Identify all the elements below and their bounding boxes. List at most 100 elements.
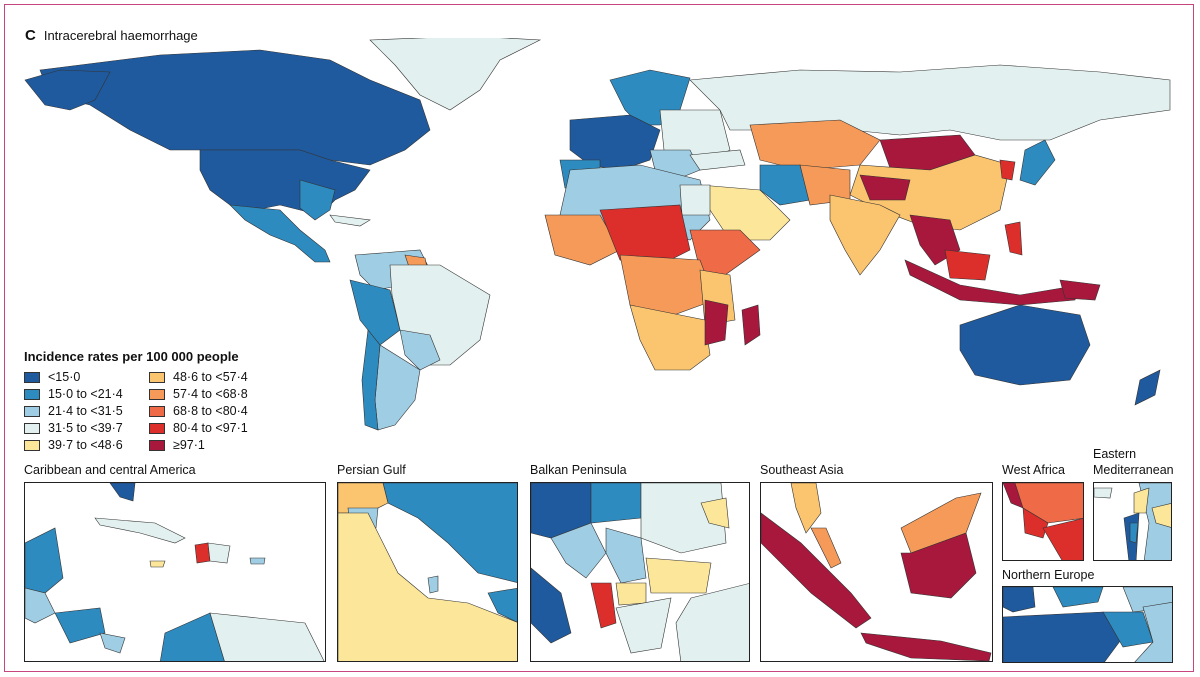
legend-swatch [24, 372, 40, 383]
inset-title-balkan: Balkan Peninsula [530, 463, 627, 477]
region-guatemala [25, 587, 56, 624]
region-oman [487, 588, 517, 623]
region-italy-south [531, 567, 572, 644]
inset-title-eastern-mediterranean: Eastern Mediterranean [1093, 447, 1174, 477]
region-lebanon [1133, 487, 1150, 514]
region-chile [361, 329, 381, 431]
region-dominican-republic [207, 542, 231, 564]
world-map [24, 38, 1171, 431]
region-puerto-rico [249, 557, 266, 565]
legend-swatch [149, 440, 165, 451]
region-iran [759, 164, 811, 206]
region-germany-netherlands [1003, 611, 1124, 662]
region-thailand [790, 483, 822, 534]
inset-title-west-africa: West Africa [1002, 463, 1065, 477]
region-indonesia [904, 259, 1081, 306]
inset-west-africa [1002, 482, 1084, 561]
region-costa-rica [99, 632, 126, 654]
region-madagascar [741, 304, 761, 346]
region-iran [382, 483, 517, 583]
inset-caribbean [24, 482, 326, 662]
inset-northern-europe [1002, 586, 1173, 663]
legend-label: 21·4 to <31·5 [48, 404, 123, 418]
legend: Incidence rates per 100 000 people <15·0… [24, 349, 248, 452]
region-greece [615, 597, 672, 654]
region-cyprus [1094, 487, 1113, 499]
region-guinea-bissau [1003, 483, 1024, 509]
region-macedonia [615, 582, 647, 606]
region-yucatan [25, 527, 64, 594]
region-sarawak-sabah [900, 492, 982, 554]
region-western-europe [569, 114, 661, 171]
region-australia [959, 304, 1091, 386]
inset-balkan-map [531, 483, 749, 661]
legend-label: ≥97·1 [173, 438, 205, 452]
region-peru [349, 279, 401, 346]
inset-eastern-mediterranean-map [1094, 483, 1171, 560]
region-new-zealand [1134, 369, 1161, 406]
legend-label: 68·8 to <80·4 [173, 404, 248, 418]
region-egypt [679, 184, 711, 216]
legend-swatch [24, 389, 40, 400]
region-india [829, 194, 901, 276]
inset-northern-europe-map [1003, 587, 1172, 662]
region-montenegro-albania [590, 582, 617, 629]
legend-label: 39·7 to <48·6 [48, 438, 123, 452]
legend-label: 15·0 to <21·4 [48, 387, 123, 401]
region-korea [999, 159, 1016, 181]
region-central-africa [619, 254, 716, 321]
region-alaska [24, 69, 111, 111]
legend-title: Incidence rates per 100 000 people [24, 349, 239, 364]
region-usa-southeast [299, 179, 336, 221]
inset-eastern-mediterranean [1093, 482, 1172, 561]
legend-swatch [149, 423, 165, 434]
region-canada [39, 49, 431, 166]
inset-southeast-asia [760, 482, 993, 662]
legend-label: 80·4 to <97·1 [173, 421, 248, 435]
panel-title: C Intracerebral haemorrhage [25, 27, 198, 44]
region-turkey [675, 583, 749, 661]
region-hungary [590, 483, 642, 524]
legend-swatch [149, 406, 165, 417]
legend-label: <15·0 [48, 370, 81, 384]
inset-balkan [530, 482, 750, 662]
region-philippines [1004, 221, 1023, 256]
region-cuba [94, 517, 186, 544]
inset-title-southeast-asia: Southeast Asia [760, 463, 844, 477]
region-moldova [700, 497, 730, 529]
legend-label: 31·5 to <39·7 [48, 421, 123, 435]
legend-swatch [149, 372, 165, 383]
region-belarus [1134, 602, 1172, 662]
region-qatar [427, 575, 439, 594]
region-mexico [229, 204, 331, 263]
region-colombia [160, 612, 225, 661]
region-cuba [329, 214, 371, 227]
region-palestine [1129, 522, 1139, 544]
region-liberia [1042, 518, 1083, 560]
legend-label: 57·4 to <68·8 [173, 387, 248, 401]
region-serbia [605, 527, 647, 584]
map-title: Intracerebral haemorrhage [43, 28, 198, 43]
region-denmark-sweden [1052, 587, 1104, 608]
region-bolivia-paraguay [399, 329, 441, 371]
legend-swatch [149, 389, 165, 400]
region-saudi-arabia [338, 512, 517, 661]
region-florida [109, 483, 136, 502]
inset-title-persian-gulf: Persian Gulf [337, 463, 406, 477]
legend-swatch [24, 440, 40, 451]
region-kalimantan [900, 532, 977, 599]
region-southern-africa [629, 304, 711, 371]
region-mozambique [704, 299, 729, 346]
region-romania [640, 483, 727, 554]
region-west-africa [544, 214, 621, 266]
region-papua [1059, 279, 1101, 301]
legend-swatch [24, 406, 40, 417]
legend-label: 48·6 to <57·4 [173, 370, 248, 384]
region-greenland [369, 38, 542, 111]
region-bulgaria [645, 557, 712, 594]
inset-persian-gulf-map [338, 483, 517, 661]
region-nicaragua-honduras [54, 607, 106, 644]
inset-title-northern-europe: Northern Europe [1002, 568, 1095, 582]
region-east-jordan [1151, 503, 1171, 528]
inset-caribbean-map [25, 483, 325, 661]
